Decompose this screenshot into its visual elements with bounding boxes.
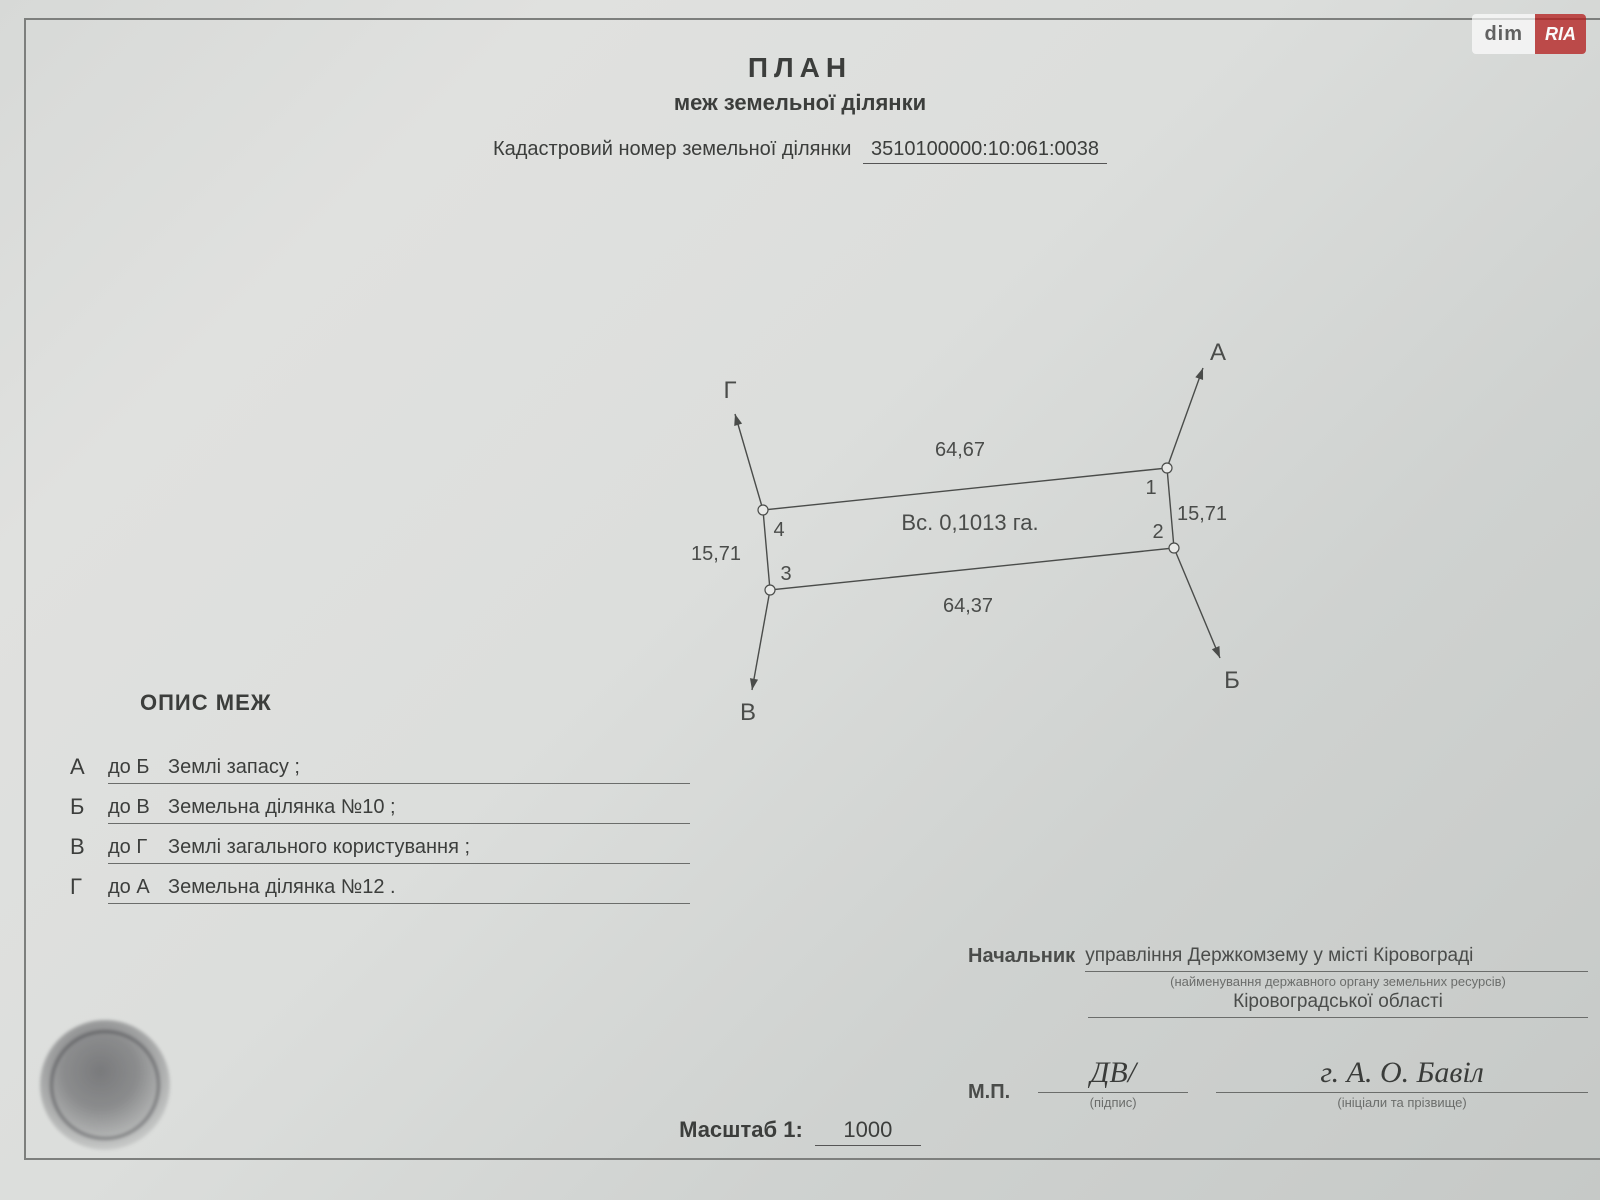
sig-name-slot: г. А. О. Бавіл <box>1216 1056 1588 1093</box>
legend-rest: до АЗемельна ділянка №12 . <box>108 876 690 904</box>
scale-label: Масштаб 1: <box>679 1117 803 1142</box>
legend-desc: Землі загального користування ; <box>168 836 470 859</box>
sig-region: Кіровоградської області <box>1088 991 1588 1018</box>
sig-role: Начальник <box>968 945 1085 972</box>
legend-to: до В <box>108 796 168 819</box>
legend-title: ОПИС МЕЖ <box>140 690 690 716</box>
scale-line: Масштаб 1: 1000 <box>0 1117 1600 1146</box>
legend-to: до Г <box>108 836 168 859</box>
legend-rest: до ГЗемлі загального користування ; <box>108 836 690 864</box>
sig-sign-slot: ДВ/ <box>1038 1056 1188 1093</box>
title: ПЛАН <box>0 52 1600 84</box>
name-scribble: г. А. О. Бавіл <box>1320 1056 1483 1089</box>
legend-rest: до ВЗемельна ділянка №10 ; <box>108 796 690 824</box>
signature-block: Начальник управління Держкомзему у місті… <box>968 945 1588 1110</box>
legend-from: А <box>70 754 108 784</box>
legend-row: Вдо ГЗемлі загального користування ; <box>70 824 690 864</box>
legend-to: до А <box>108 876 168 899</box>
watermark-right: RIA <box>1535 14 1586 54</box>
document-page: ПЛАН меж земельної ділянки Кадастровий н… <box>0 0 1600 1200</box>
cadastral-number: 3510100000:10:061:0038 <box>863 138 1107 164</box>
sig-mp: М.П. <box>968 1081 1010 1110</box>
legend-row: Адо БЗемлі запасу ; <box>70 744 690 784</box>
cadastral-line: Кадастровий номер земельної ділянки 3510… <box>0 138 1600 164</box>
sig-cap-sign: (підпис) <box>1038 1095 1188 1110</box>
signature-scribble: ДВ/ <box>1090 1056 1136 1089</box>
watermark: dim RIA <box>1472 14 1586 54</box>
watermark-left: dim <box>1472 14 1535 54</box>
subtitle: меж земельної ділянки <box>0 90 1600 116</box>
legend-rest: до БЗемлі запасу ; <box>108 756 690 784</box>
sig-cap-name: (ініціали та прізвище) <box>1216 1095 1588 1110</box>
legend-desc: Землі запасу ; <box>168 756 300 779</box>
legend-from: В <box>70 834 108 864</box>
legend-desc: Земельна ділянка №10 ; <box>168 796 396 819</box>
sig-org: управління Держкомзему у місті Кіровогра… <box>1085 945 1588 972</box>
legend-row: Гдо АЗемельна ділянка №12 . <box>70 864 690 904</box>
scale-value: 1000 <box>815 1117 921 1146</box>
legend-to: до Б <box>108 756 168 779</box>
legend-from: Б <box>70 794 108 824</box>
sig-note: (найменування державного органу земельни… <box>1088 974 1588 989</box>
boundary-legend: ОПИС МЕЖ Адо БЗемлі запасу ;Бдо ВЗемельн… <box>70 690 690 904</box>
header: ПЛАН меж земельної ділянки Кадастровий н… <box>0 52 1600 164</box>
cadastral-label: Кадастровий номер земельної ділянки <box>493 138 851 160</box>
legend-from: Г <box>70 874 108 904</box>
legend-row: Бдо ВЗемельна ділянка №10 ; <box>70 784 690 824</box>
legend-desc: Земельна ділянка №12 . <box>168 876 396 899</box>
